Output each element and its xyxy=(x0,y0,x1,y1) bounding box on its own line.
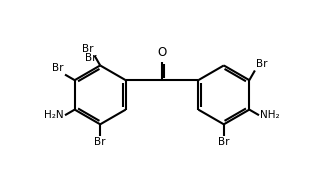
Text: Br: Br xyxy=(52,63,64,73)
Text: Br: Br xyxy=(94,137,106,147)
Text: H₂N: H₂N xyxy=(44,110,64,120)
Text: NH₂: NH₂ xyxy=(260,110,280,120)
Text: Br: Br xyxy=(256,59,268,69)
Text: Br: Br xyxy=(85,53,97,63)
Text: O: O xyxy=(157,46,167,59)
Text: Br: Br xyxy=(218,137,230,147)
Text: Br: Br xyxy=(82,44,93,54)
